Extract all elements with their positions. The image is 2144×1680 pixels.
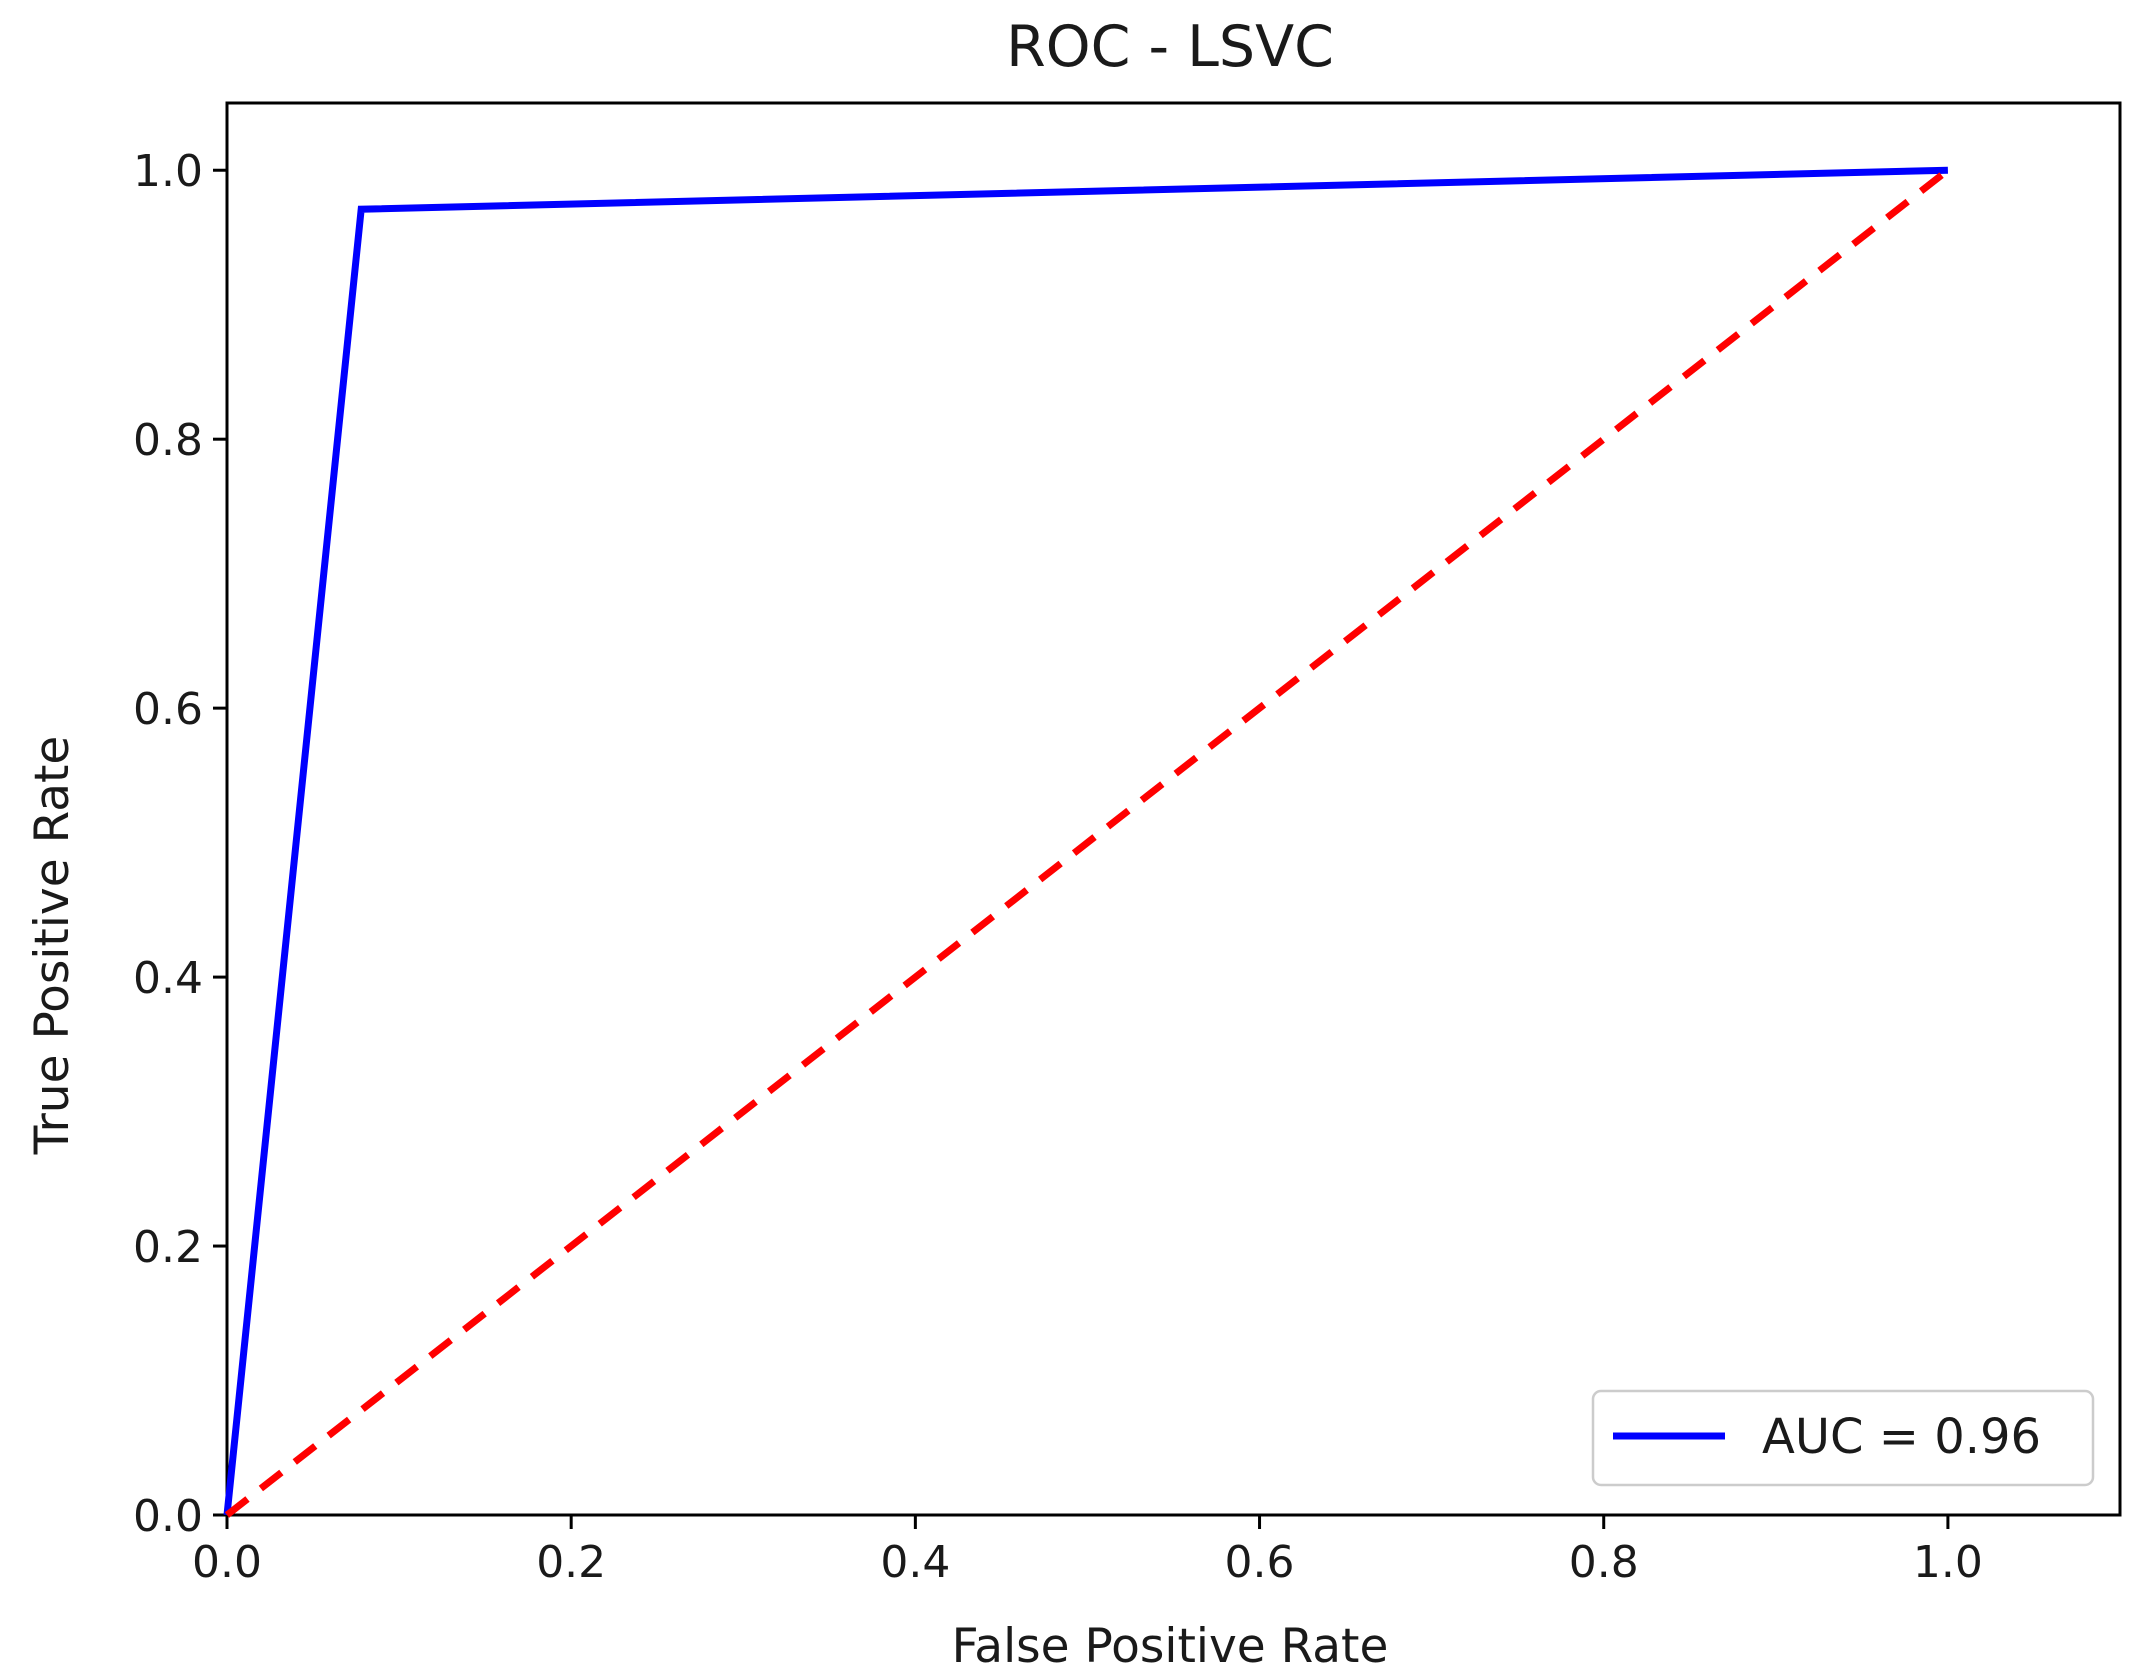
legend: AUC = 0.96: [1591, 1389, 2095, 1487]
y-tick-label: 0.4: [133, 953, 203, 1004]
y-axis-title: True Positive Rate: [25, 736, 80, 1156]
y-tick-label: 0.8: [133, 415, 203, 466]
x-axis-title: False Positive Rate: [952, 1619, 1389, 1674]
x-tick-label: 0.2: [536, 1537, 606, 1588]
baseline-diagonal-line: [224, 167, 1951, 1518]
x-tick-label: 0.8: [1569, 1537, 1639, 1588]
roc-curve-line: [223, 166, 1948, 1516]
x-tick-label: 0.6: [1225, 1537, 1295, 1588]
x-tick-label: 0.4: [880, 1537, 950, 1588]
series-layer: [223, 166, 1951, 1518]
plot-area-frame: [225, 101, 2122, 1517]
x-tick-label: 0.0: [192, 1537, 262, 1588]
y-tick-label: 1.0: [133, 146, 203, 197]
chart-title: ROC - LSVC: [1006, 14, 1334, 80]
y-axis-ticks: 0.0 0.2 0.4 0.6 0.8 1.0: [133, 146, 227, 1542]
x-axis-ticks: 0.0 0.2 0.4 0.6 0.8 1.0: [192, 1515, 1983, 1588]
y-tick-label: 0.6: [133, 684, 203, 735]
y-tick-label: 0.0: [133, 1491, 203, 1542]
legend-label: AUC = 0.96: [1762, 1409, 2041, 1465]
y-tick-label: 0.2: [133, 1222, 203, 1273]
x-tick-label: 1.0: [1913, 1537, 1983, 1588]
legend-box: [1591, 1389, 2095, 1487]
